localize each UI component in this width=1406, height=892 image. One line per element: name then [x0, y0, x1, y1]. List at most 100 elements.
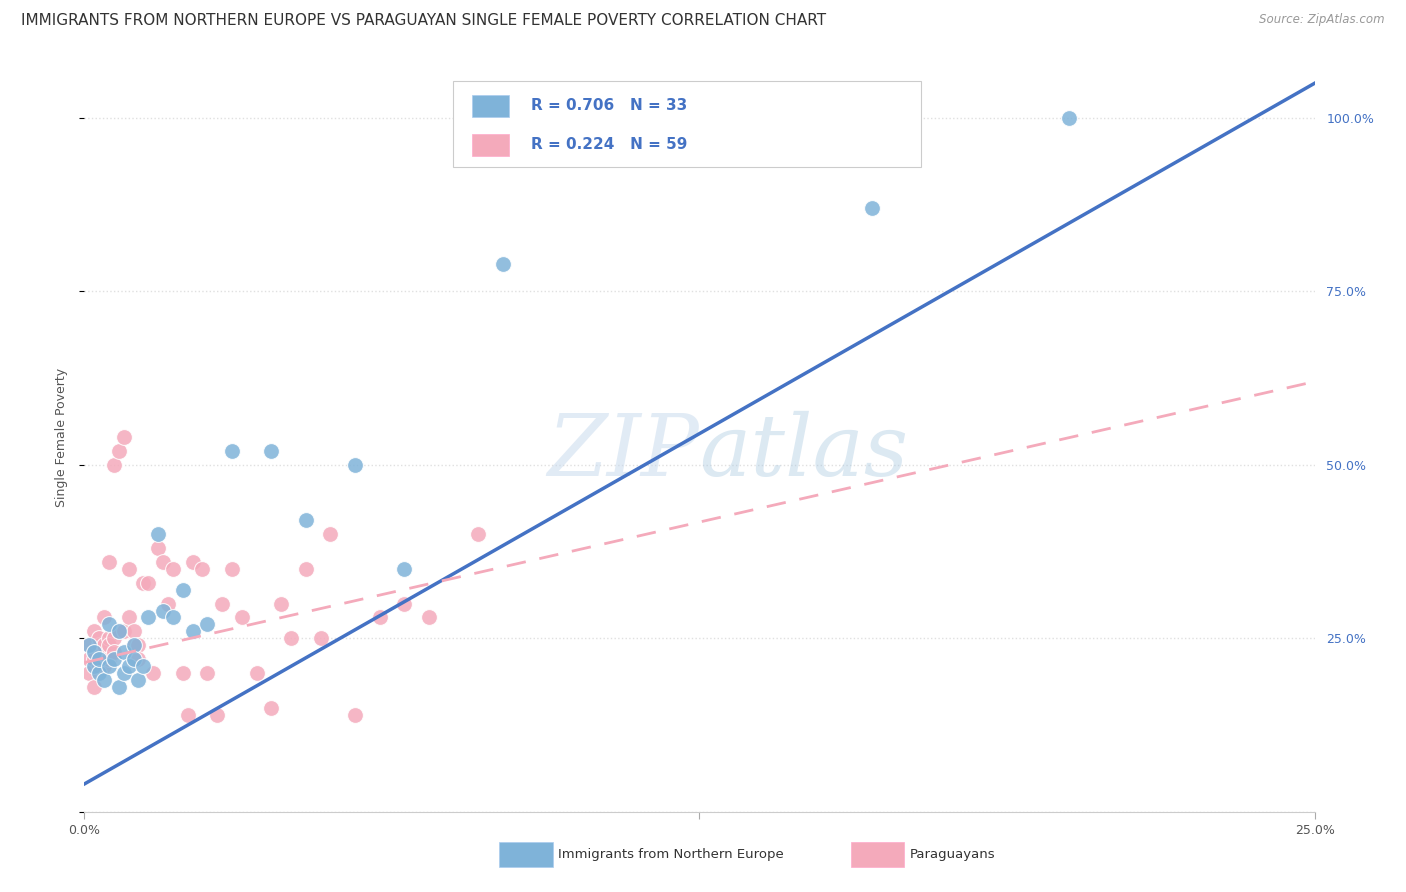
Point [83, 652, 105, 666]
Point [103, 458, 125, 472]
Point [83, 645, 105, 659]
Point [394, 562, 416, 576]
Point [83, 659, 105, 673]
Point [108, 444, 131, 458]
Point [860, 201, 883, 215]
Point [280, 632, 302, 646]
Point [83, 645, 105, 659]
Point [260, 700, 283, 714]
Point [98, 659, 121, 673]
Point [98, 652, 121, 666]
Point [211, 597, 233, 611]
Point [492, 257, 515, 271]
Point [122, 624, 145, 639]
Point [83, 680, 105, 694]
Point [172, 665, 194, 680]
Point [89, 638, 111, 652]
Point [172, 582, 194, 597]
Point [177, 707, 200, 722]
Point [112, 645, 135, 659]
Point [79, 652, 101, 666]
Point [394, 597, 416, 611]
Text: Source: ZipAtlas.com: Source: ZipAtlas.com [1260, 13, 1385, 27]
Point [319, 527, 342, 541]
Bar [472, 134, 509, 156]
Point [79, 638, 101, 652]
Point [89, 632, 111, 646]
Text: IMMIGRANTS FROM NORTHERN EUROPE VS PARAGUAYAN SINGLE FEMALE POVERTY CORRELATION : IMMIGRANTS FROM NORTHERN EUROPE VS PARAG… [21, 13, 827, 29]
Point [118, 562, 141, 576]
Point [467, 527, 489, 541]
Point [162, 610, 184, 624]
Point [295, 562, 318, 576]
Point [98, 632, 121, 646]
Point [79, 638, 101, 652]
Point [103, 632, 125, 646]
Point [83, 624, 105, 639]
Point [108, 624, 131, 639]
Point [89, 659, 111, 673]
Point [112, 624, 135, 639]
Point [231, 610, 253, 624]
Y-axis label: Single Female Poverty: Single Female Poverty [55, 368, 67, 507]
Point [138, 575, 160, 590]
Point [295, 513, 318, 527]
Point [1057, 111, 1080, 125]
Point [98, 617, 121, 632]
Bar [472, 95, 509, 117]
Point [344, 707, 367, 722]
Point [181, 555, 204, 569]
Point [122, 652, 145, 666]
FancyBboxPatch shape [454, 81, 921, 168]
Point [418, 610, 440, 624]
Point [89, 652, 111, 666]
Text: R = 0.706   N = 33: R = 0.706 N = 33 [531, 98, 688, 113]
Point [197, 617, 219, 632]
Point [152, 555, 174, 569]
Point [128, 673, 150, 687]
Point [112, 430, 135, 444]
Point [191, 562, 214, 576]
Point [98, 638, 121, 652]
Point [108, 680, 131, 694]
Point [207, 707, 229, 722]
Point [221, 562, 243, 576]
Point [93, 659, 115, 673]
Point [246, 665, 269, 680]
Text: Paraguayans: Paraguayans [910, 848, 995, 861]
Point [138, 610, 160, 624]
Point [122, 638, 145, 652]
Point [93, 673, 115, 687]
Point [108, 624, 131, 639]
Point [157, 597, 180, 611]
Point [98, 555, 121, 569]
Text: Immigrants from Northern Europe: Immigrants from Northern Europe [558, 848, 785, 861]
Point [79, 665, 101, 680]
Point [221, 444, 243, 458]
Point [181, 624, 204, 639]
Point [148, 527, 170, 541]
Point [148, 541, 170, 555]
Point [142, 665, 165, 680]
Point [128, 638, 150, 652]
Point [162, 562, 184, 576]
Text: R = 0.224   N = 59: R = 0.224 N = 59 [531, 137, 688, 153]
Text: ZIP: ZIP [547, 410, 700, 493]
Point [132, 659, 155, 673]
Point [93, 610, 115, 624]
Point [122, 638, 145, 652]
Point [132, 575, 155, 590]
Point [152, 603, 174, 617]
Point [118, 659, 141, 673]
Point [103, 645, 125, 659]
Text: atlas: atlas [700, 410, 908, 493]
Point [260, 444, 283, 458]
Point [93, 638, 115, 652]
Point [344, 458, 367, 472]
Point [103, 652, 125, 666]
Point [128, 652, 150, 666]
Point [309, 632, 332, 646]
Point [89, 665, 111, 680]
Point [89, 652, 111, 666]
Point [368, 610, 391, 624]
